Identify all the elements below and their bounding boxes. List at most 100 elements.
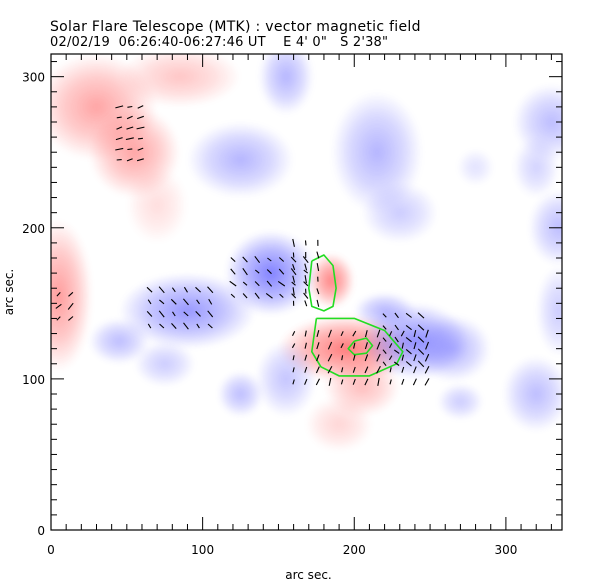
- field-vector: [394, 336, 399, 343]
- field-vector: [316, 263, 320, 272]
- field-vector: [290, 256, 297, 263]
- field-vector: [291, 281, 296, 286]
- field-vector: [304, 354, 308, 361]
- polarity-field-layer: [51, 54, 562, 452]
- field-vector: [292, 379, 295, 385]
- x-tick-label: 100: [191, 543, 214, 557]
- field-vector: [207, 310, 214, 318]
- polarity-region-negative: [361, 182, 438, 243]
- field-vector: [136, 126, 145, 130]
- field-vector: [405, 361, 412, 367]
- field-vector: [195, 286, 201, 293]
- field-vector: [413, 342, 417, 350]
- field-vector: [424, 366, 430, 374]
- field-vector: [413, 354, 417, 362]
- inner-contour: [347, 337, 374, 356]
- chart-subtitle: 02/02/19 06:26:40-06:27:46 UT E 4' 0" S …: [50, 35, 388, 50]
- field-vector: [405, 336, 412, 343]
- field-vector: [389, 343, 393, 349]
- field-vector: [401, 366, 405, 373]
- chart-title: Solar Flare Telescope (MTK) : vector mag…: [50, 19, 421, 35]
- field-vector: [127, 105, 133, 108]
- field-vector: [377, 377, 380, 386]
- field-vector: [316, 342, 320, 350]
- field-vector: [401, 354, 405, 361]
- field-vector: [400, 330, 405, 337]
- x-tick-label: 200: [343, 543, 366, 557]
- field-vector: [425, 329, 429, 338]
- field-vector: [304, 330, 307, 337]
- field-vector: [67, 302, 74, 310]
- field-vector: [394, 312, 399, 319]
- field-vector: [316, 330, 320, 338]
- field-vector: [316, 299, 320, 307]
- polarity-region-negative: [119, 273, 256, 349]
- position-east-west: E 4' 0": [283, 35, 328, 50]
- polarity-region-negative: [187, 121, 294, 198]
- field-vector: [182, 298, 189, 306]
- field-vector: [254, 281, 260, 287]
- field-vector: [172, 311, 176, 317]
- field-vector: [353, 342, 356, 349]
- field-vector: [316, 288, 320, 295]
- field-vector: [304, 300, 308, 307]
- field-vector: [55, 303, 62, 309]
- field-vector: [376, 366, 381, 374]
- y-tick-label: 300: [22, 71, 45, 85]
- field-vector: [147, 323, 152, 329]
- field-vector: [412, 378, 417, 386]
- field-vector: [171, 323, 177, 329]
- field-vector: [352, 330, 357, 337]
- field-vector: [389, 331, 393, 337]
- field-vector: [196, 323, 200, 329]
- field-vector: [254, 292, 260, 299]
- field-vector: [242, 267, 248, 276]
- field-vector: [328, 329, 332, 338]
- field-vector: [292, 238, 295, 247]
- polarity-region-negative: [528, 190, 562, 266]
- axes-layer: 0 100 200 300 0 100 200 300: [22, 53, 563, 557]
- field-vector: [278, 268, 285, 275]
- vectors-top-left: [115, 105, 145, 162]
- field-vector: [136, 158, 144, 162]
- field-vector: [229, 280, 237, 287]
- field-vector: [207, 286, 214, 294]
- field-vector: [316, 251, 320, 259]
- observation-date: 02/02/19: [50, 35, 110, 50]
- polarity-region-negative: [457, 149, 494, 186]
- field-vector: [340, 331, 344, 337]
- field-vector: [417, 348, 425, 355]
- field-vector: [393, 361, 400, 366]
- field-vector: [242, 293, 248, 299]
- field-vector: [352, 354, 356, 361]
- field-vector: [327, 366, 333, 374]
- field-vector: [266, 269, 272, 275]
- field-vector: [341, 355, 344, 361]
- field-vector: [56, 292, 61, 297]
- field-vector: [341, 367, 344, 373]
- field-vector: [340, 343, 344, 349]
- field-vector: [196, 299, 200, 305]
- polarity-region-negative: [255, 341, 317, 417]
- field-vector: [389, 379, 392, 385]
- field-vector: [267, 257, 272, 262]
- field-vector: [126, 158, 133, 162]
- field-vector: [393, 349, 400, 354]
- field-vector: [382, 313, 387, 318]
- field-vector: [230, 257, 236, 263]
- field-vector: [303, 269, 309, 274]
- field-vector: [304, 342, 307, 349]
- field-vector: [304, 263, 308, 271]
- y-tick-label: 100: [22, 373, 45, 387]
- field-vector: [277, 280, 286, 287]
- field-vector: [115, 147, 124, 151]
- field-vector: [278, 257, 285, 262]
- field-vector: [126, 126, 134, 130]
- outer-contour-north: [308, 254, 337, 312]
- field-vector: [424, 378, 430, 386]
- y-tick-label: 0: [37, 524, 45, 538]
- y-tick-label: 200: [22, 222, 45, 236]
- field-vector: [413, 366, 417, 374]
- field-vector: [376, 353, 381, 362]
- contour-layer: [308, 254, 404, 377]
